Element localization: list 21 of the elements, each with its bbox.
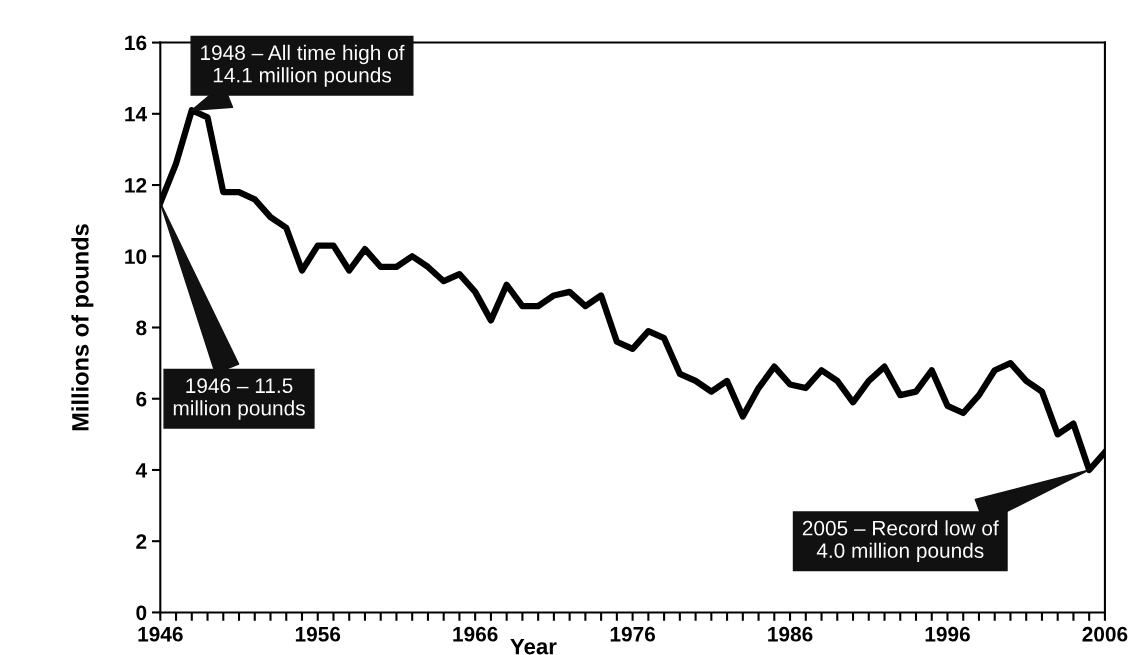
x-axis-title: Year bbox=[510, 638, 557, 655]
x-tick-label: 1966 bbox=[453, 626, 498, 642]
x-tick-label: 1946 bbox=[138, 626, 183, 642]
annotation: 1946 – 11.5 million pounds bbox=[173, 378, 305, 420]
annotation: 2005 – Record low of 4.0 million pounds bbox=[802, 520, 999, 563]
y-axis-title: Millions of pounds bbox=[71, 224, 94, 431]
x-tick-label: 1976 bbox=[610, 626, 656, 642]
y-tick-label: 10 bbox=[125, 249, 147, 265]
y-tick-label: 0 bbox=[136, 605, 147, 621]
y-tick-label: 6 bbox=[136, 391, 147, 407]
x-tick-label: 2006 bbox=[1082, 626, 1128, 642]
y-tick-label: 12 bbox=[125, 178, 147, 193]
y-tick-label: 8 bbox=[136, 320, 147, 336]
x-tick-label: 1996 bbox=[925, 626, 970, 642]
x-tick-label: 1956 bbox=[295, 626, 341, 642]
y-tick-label: 14 bbox=[125, 107, 147, 122]
y-tick-label: 16 bbox=[125, 35, 147, 51]
y-tick-label: 2 bbox=[136, 534, 147, 549]
y-tick-label: 4 bbox=[135, 463, 147, 478]
x-tick-label: 1986 bbox=[768, 626, 813, 642]
annotation: 1948 – All time high of 14.1 million pounds bbox=[201, 44, 405, 87]
